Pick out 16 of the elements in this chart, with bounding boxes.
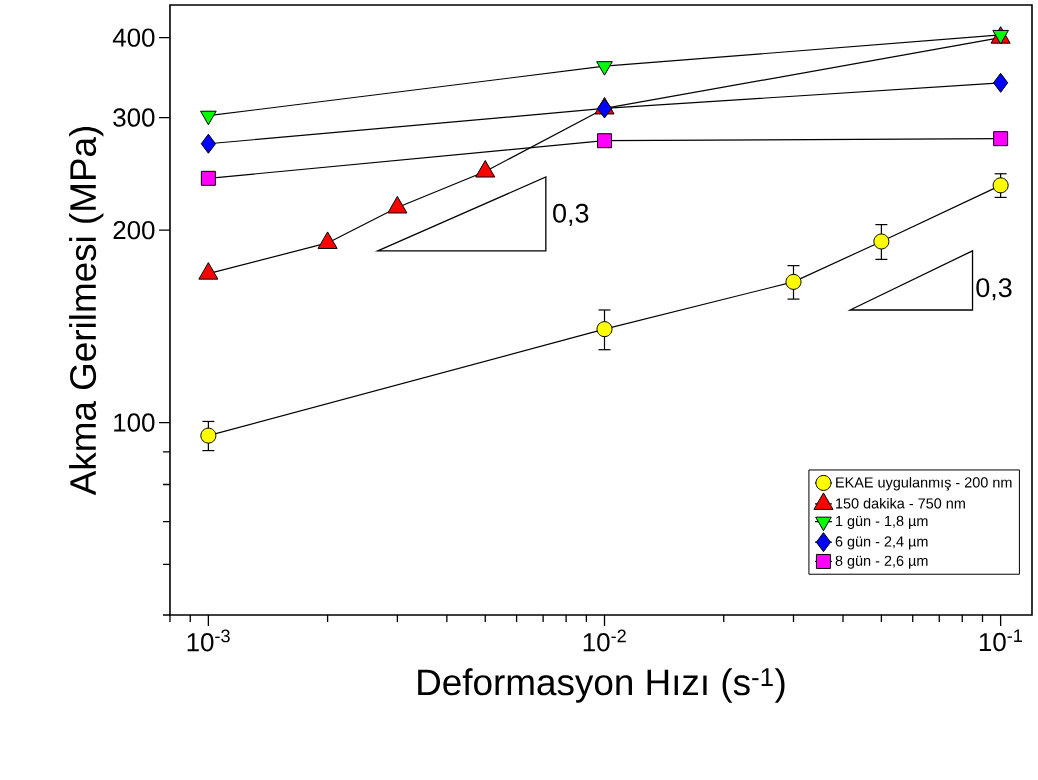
legend-label: EKAE uygulanmış - 200 nm (836, 476, 1012, 491)
annotation: 0,3 (976, 278, 1012, 301)
y-axis-title: Akma Gerilmesi (MPa) (69, 126, 104, 496)
legend-label: 150 dakika - 750 nm (836, 497, 965, 509)
legend-label: 8 gün - 2,6 µm (835, 555, 928, 569)
x-axis-title: Deformasyon Hızı (s$^{-1}$) (418, 668, 785, 703)
x-tick-label: 10$^{-2}$ (583, 629, 626, 652)
annotation: 0,3 (553, 203, 589, 226)
x-tick-label: 10$^{-1}$ (979, 629, 1022, 652)
legend-label: 1 gün - 1,8 µm (836, 515, 928, 529)
y-tick-label: 400 (112, 28, 155, 47)
y-tick-label: 300 (113, 108, 155, 127)
legend-label: 6 gün - 2,4 µm (835, 536, 928, 550)
y-tick-label: 200 (113, 220, 155, 240)
y-tick-label: 100 (114, 413, 155, 432)
x-tick-label: 10$^{-3}$ (187, 629, 230, 652)
